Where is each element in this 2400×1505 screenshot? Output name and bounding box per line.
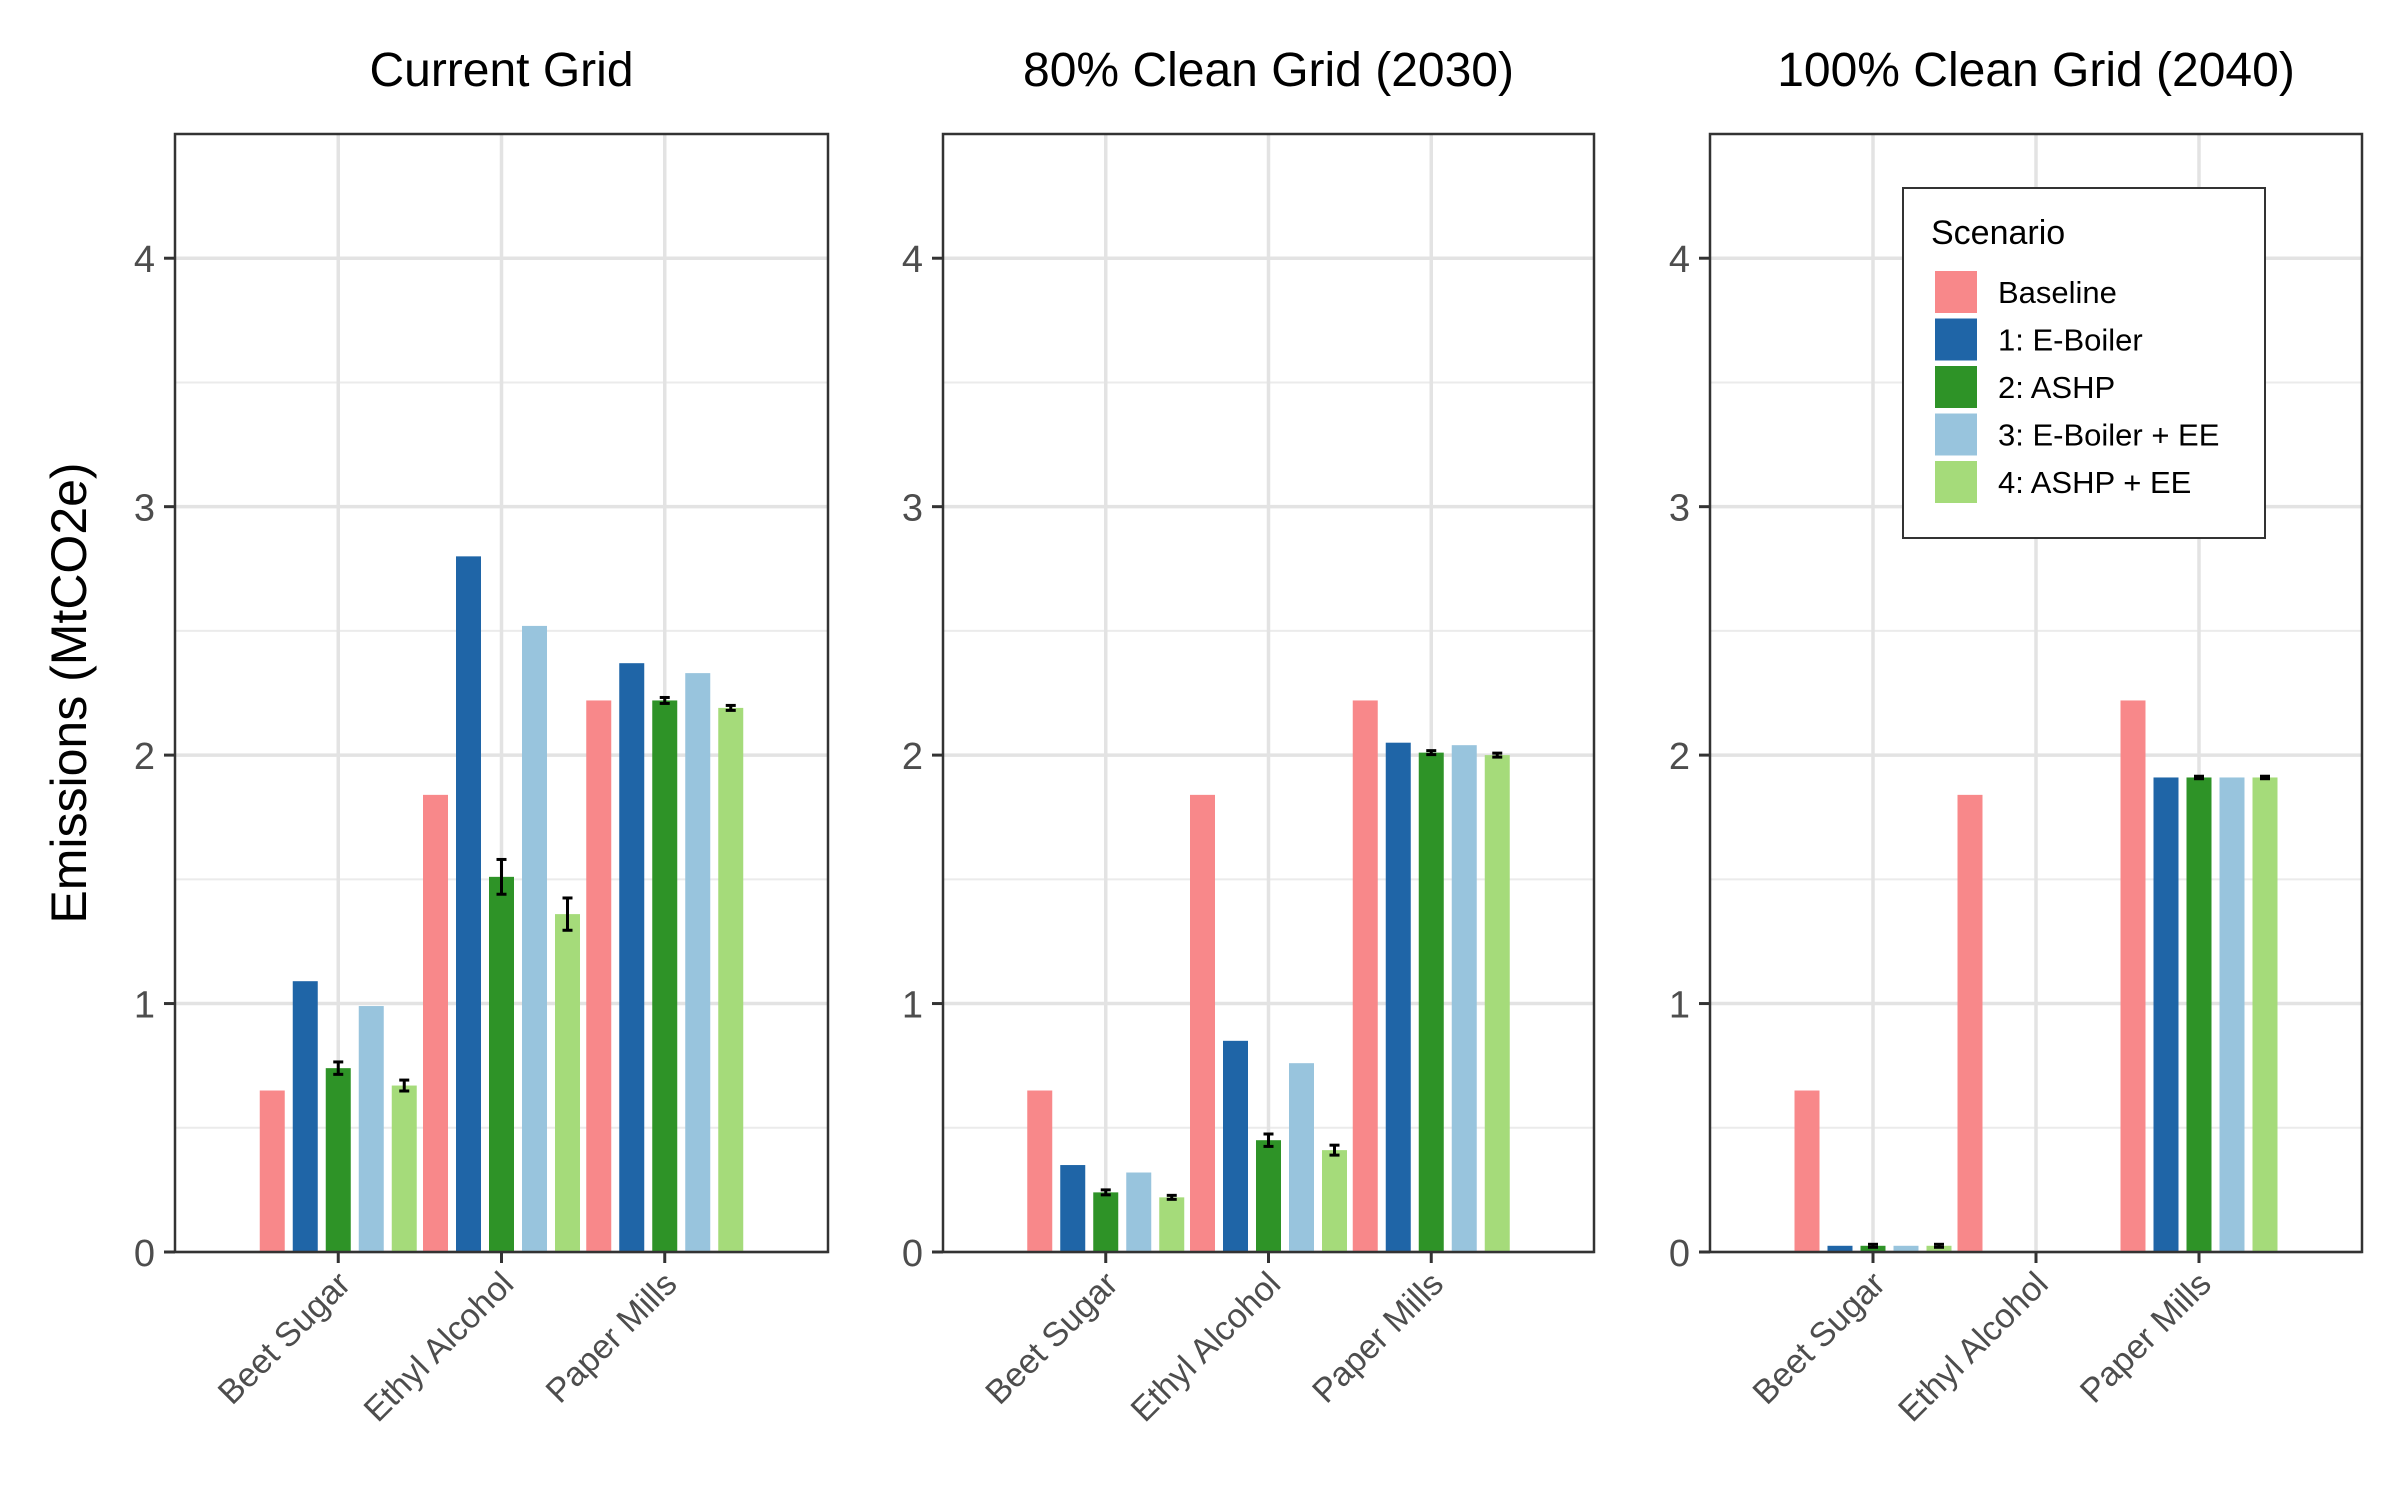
x-tick-label: Beet Sugar [978,1265,1125,1412]
y-tick-label: 1 [1669,985,1690,1027]
bar [1827,1245,1853,1252]
legend-swatch [1935,366,1977,408]
bar [619,663,645,1252]
bar [586,700,612,1252]
bar [456,556,481,1252]
y-tick-label: 0 [134,1233,155,1275]
legend-swatch [1935,318,1977,361]
panel-title: Current Grid [369,44,633,97]
bar [1190,794,1215,1252]
bar [1027,1090,1053,1252]
bar [2153,777,2179,1252]
panel-title: 80% Clean Grid (2030) [1023,44,1514,97]
y-tick-label: 1 [902,985,923,1027]
bar [1385,742,1411,1252]
legend-label: Baseline [1998,275,2117,310]
y-tick-label: 3 [1669,488,1690,530]
bar [1957,794,1983,1252]
bar [522,625,547,1252]
bar [555,914,580,1252]
bar [1256,1140,1281,1252]
bar [1060,1165,1086,1252]
y-tick-label: 4 [134,239,155,281]
bar [489,876,514,1252]
bar [2252,777,2278,1252]
bar [652,700,678,1252]
y-tick-label: 0 [902,1233,923,1275]
y-tick-label: 3 [134,488,155,530]
x-tick-label: Beet Sugar [211,1265,358,1412]
y-tick-label: 1 [134,985,155,1027]
bar [1418,752,1444,1252]
x-tick-label: Ethyl Alcohol [1124,1265,1289,1430]
bar [1126,1172,1152,1252]
panel-title: 100% Clean Grid (2040) [1777,44,2295,97]
y-tick-label: 3 [902,488,923,530]
legend-label: 3: E-Boiler + EE [1998,418,2219,453]
bar [1794,1090,1820,1252]
y-tick-label: 0 [1669,1233,1690,1275]
bar [1322,1150,1347,1252]
y-tick-label: 4 [1669,239,1690,281]
bar [685,673,711,1252]
legend-title: Scenario [1931,214,2065,252]
x-tick-label: Ethyl Alcohol [357,1265,522,1430]
y-tick-label: 2 [1669,736,1690,778]
bar [1860,1245,1886,1252]
y-tick-label: 4 [902,239,923,281]
legend-label: 2: ASHP [1998,370,2115,405]
bar [391,1085,417,1252]
y-axis-title: Emissions (MtCO2e) [41,462,97,923]
bar [259,1090,285,1252]
bar [718,707,744,1252]
x-tick-label: Paper Mills [2073,1265,2219,1411]
bar [2120,700,2146,1252]
bar [1289,1063,1314,1252]
bar [1223,1040,1248,1252]
bar [292,981,318,1252]
bar [2219,777,2245,1252]
x-tick-label: Ethyl Alcohol [1891,1265,2056,1430]
legend-swatch [1935,413,1977,456]
bar [1352,700,1378,1252]
bar [1159,1197,1185,1252]
bar [1093,1192,1119,1252]
legend-swatch [1935,461,1977,503]
y-tick-label: 2 [902,736,923,778]
x-tick-label: Beet Sugar [1745,1265,1892,1412]
bar [1926,1245,1952,1252]
bar [2186,777,2212,1252]
bar [358,1006,384,1252]
bar [1893,1245,1919,1252]
bar [423,794,448,1252]
x-tick-label: Paper Mills [1305,1265,1451,1411]
legend-label: 1: E-Boiler [1998,323,2143,358]
bar [1484,755,1510,1252]
x-tick-label: Paper Mills [539,1265,685,1411]
legend-label: 4: ASHP + EE [1998,465,2191,500]
bar [1451,745,1477,1252]
legend-swatch [1935,271,1977,313]
y-tick-label: 2 [134,736,155,778]
bar [325,1068,351,1252]
